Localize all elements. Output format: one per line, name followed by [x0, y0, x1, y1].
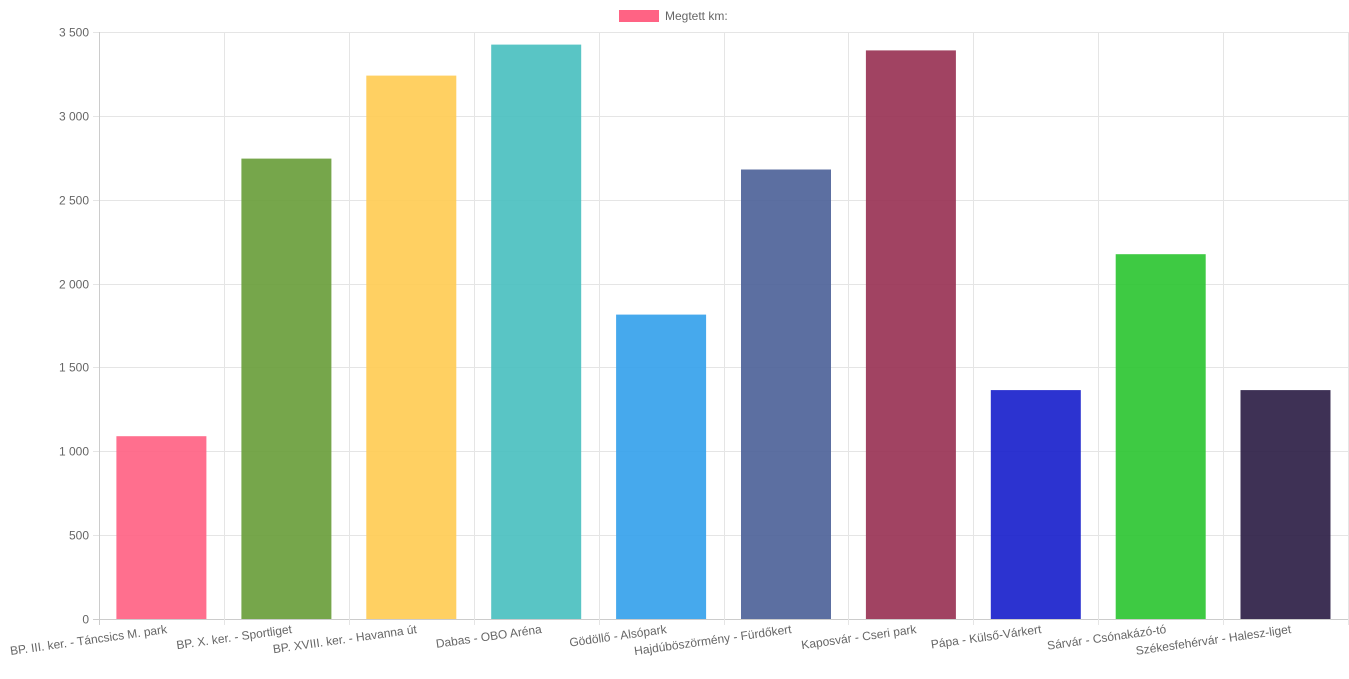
legend-swatch [619, 10, 659, 22]
x-tick-label: Dabas - OBO Aréna [435, 622, 543, 651]
x-tick-label: BP. III. ker. - Táncsics M. park [9, 622, 169, 658]
x-axis-ticks: BP. III. ker. - Táncsics M. park BP. X. k… [9, 622, 1292, 658]
x-tick-label: Kaposvár - Cseri park [800, 622, 918, 652]
y-axis-ticks: 0 500 1 000 1 500 2 000 2 500 3 000 3 500 [59, 26, 89, 627]
y-tick-label: 3 500 [59, 26, 89, 40]
bars-layer [116, 44, 1331, 620]
bar[interactable] [366, 75, 457, 620]
bar[interactable] [1240, 390, 1331, 619]
bar[interactable] [1115, 254, 1206, 619]
y-tick-label: 1 500 [59, 361, 89, 375]
legend[interactable]: Megtett km: [619, 9, 728, 23]
legend-label: Megtett km: [665, 9, 728, 23]
y-tick-label: 3 000 [59, 110, 89, 124]
y-tick-label: 2 000 [59, 278, 89, 292]
bar[interactable] [616, 314, 707, 619]
y-tick-label: 500 [69, 529, 89, 543]
bar[interactable] [990, 390, 1081, 619]
y-tick-label: 1 000 [59, 445, 89, 459]
y-tick-label: 2 500 [59, 194, 89, 208]
bar[interactable] [741, 169, 831, 620]
x-tick-label: BP. XVIII. ker. - Havanna út [272, 622, 418, 656]
bar[interactable] [241, 158, 332, 619]
y-tick-label: 0 [82, 613, 89, 627]
bar[interactable] [491, 44, 582, 620]
bar[interactable] [865, 50, 956, 619]
x-tick-label: Pápa - Külső-Várkert [930, 622, 1043, 651]
bar[interactable] [116, 436, 207, 619]
